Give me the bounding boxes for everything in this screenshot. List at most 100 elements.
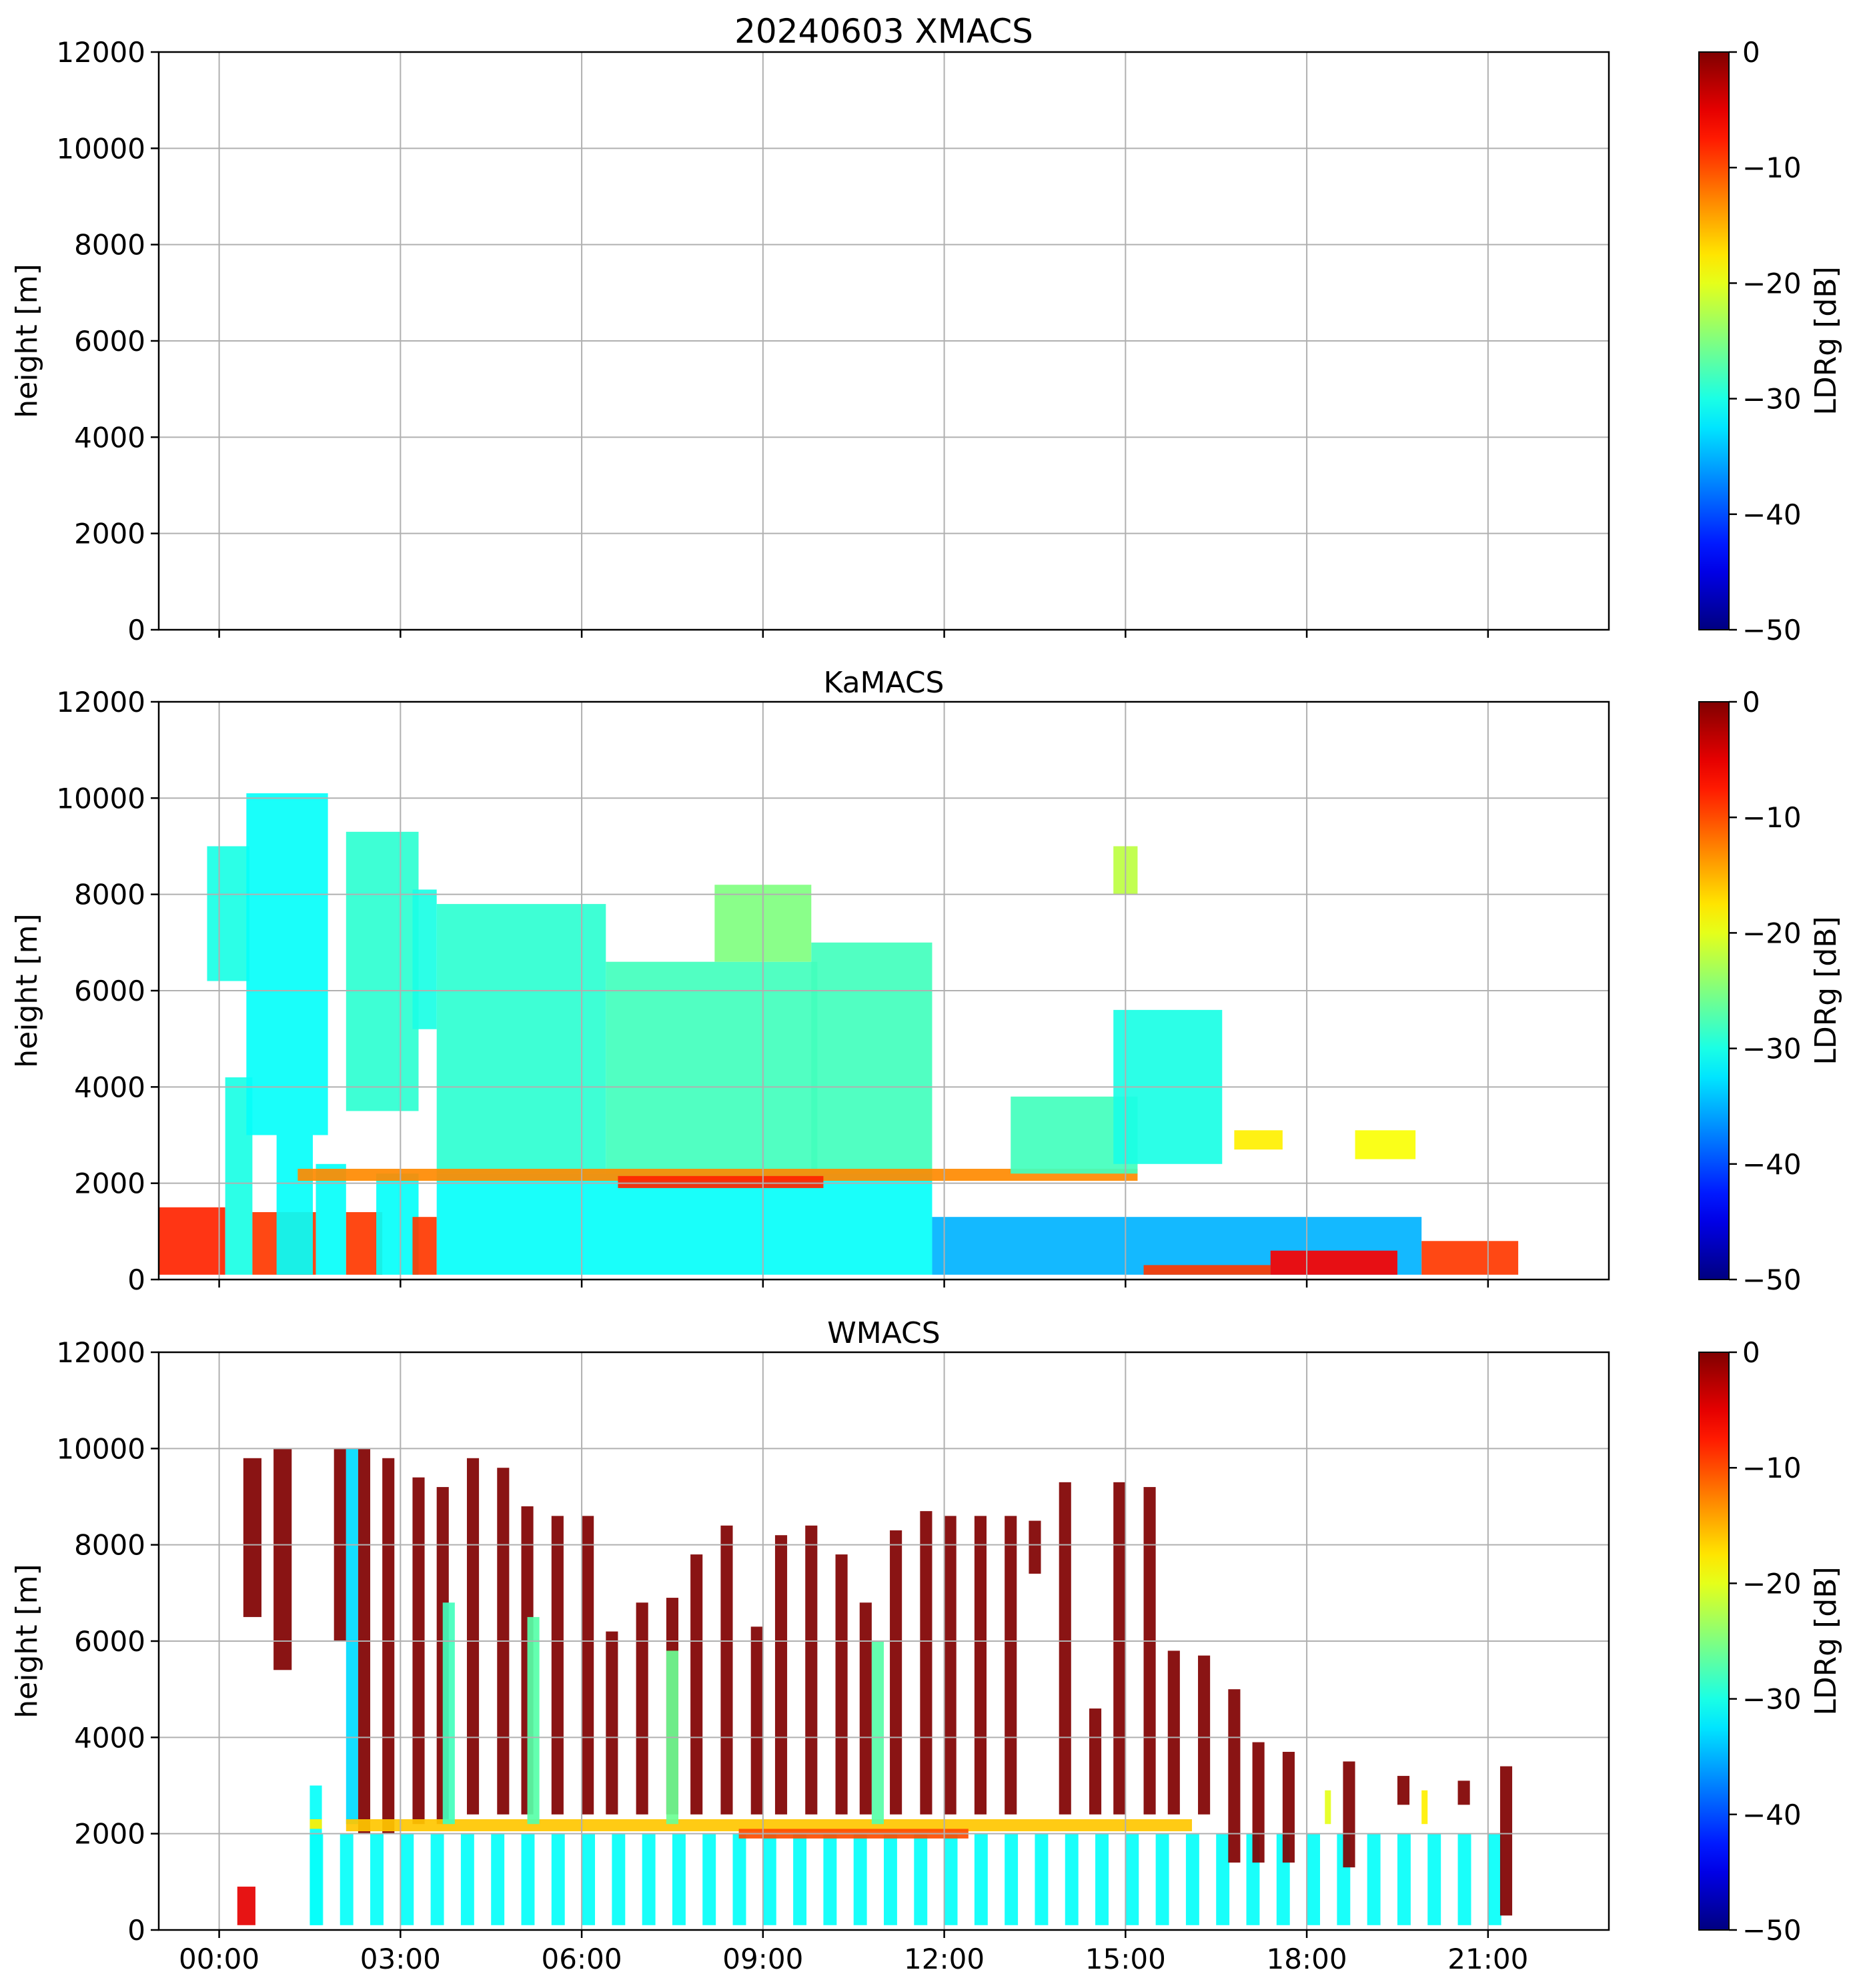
wmacs-xtick-label-3: 09:00 (722, 1943, 803, 1975)
wmacs-echo-21 (805, 1525, 818, 1815)
data-layer-kamacs (159, 793, 1519, 1275)
wmacs-echo-20 (774, 1535, 788, 1815)
wmacs-cbar-tick-label-4: −10 (1742, 1452, 1802, 1484)
kamacs-echo-6 (316, 1163, 346, 1275)
wmacs-echo-35 (1198, 1655, 1211, 1815)
wmacs-column-20 (914, 1833, 928, 1925)
wmacs-ylabel: height [m] (10, 1564, 44, 1718)
wmacs-echo-22 (835, 1554, 848, 1815)
xmacs-colorbar (1698, 51, 1730, 630)
wmacs-echo-33 (1143, 1487, 1156, 1815)
xmacs-ytick-label-4: 8000 (74, 229, 145, 262)
wmacs-echo-34 (1167, 1650, 1180, 1815)
wmacs-cbar-tick-label-5: 0 (1742, 1336, 1760, 1369)
kamacs-echo-14 (606, 961, 818, 1174)
wmacs-xtick-label-0: 00:00 (179, 1943, 259, 1975)
wmacs-echo-30 (1059, 1482, 1071, 1815)
wmacs-echo-43 (309, 1819, 322, 1829)
wmacs-cbar-tick-label-2: −30 (1742, 1683, 1802, 1716)
wmacs-column-25 (1065, 1833, 1079, 1925)
wmacs-echo-6 (382, 1458, 395, 1834)
wmacs-xtick-label-2: 06:00 (542, 1943, 622, 1975)
wmacs-echo-47 (442, 1602, 455, 1825)
wmacs-ytick-label-3: 6000 (74, 1625, 145, 1658)
wmacs-echo-48 (527, 1616, 540, 1825)
kamacs-echo-10 (412, 1217, 437, 1275)
wmacs-echo-32 (1113, 1482, 1126, 1815)
kamacs-echo-26 (1355, 1130, 1416, 1159)
kamacs-ytick-label-6: 12000 (56, 686, 145, 718)
wmacs-column-35 (1367, 1833, 1381, 1925)
kamacs-colorbar (1698, 701, 1730, 1280)
kamacs-ylabel: height [m] (10, 913, 44, 1067)
kamacs-ytick-label-3: 6000 (74, 975, 145, 1007)
wmacs-column-28 (1155, 1833, 1169, 1925)
kamacs-echo-25 (1234, 1130, 1283, 1150)
kamacs-echo-4 (246, 793, 328, 1135)
kamacs-echo-7 (346, 831, 419, 1111)
wmacs-xtick-label-1: 03:00 (360, 1943, 441, 1975)
wmacs-echo-0 (243, 1458, 261, 1617)
wmacs-column-18 (853, 1833, 867, 1925)
xmacs-ytick-label-6: 12000 (56, 36, 145, 69)
wmacs-echo-7 (412, 1477, 425, 1825)
wmacs-xtick-label-7: 21:00 (1447, 1943, 1528, 1975)
wmacs-column-27 (1125, 1833, 1139, 1925)
xmacs-title: 20240603 XMACS (734, 12, 1033, 51)
wmacs-echo-19 (750, 1626, 763, 1815)
xmacs-ylabel: height [m] (10, 264, 44, 418)
xmacs-cbar-tick-label-4: −10 (1742, 151, 1802, 184)
wmacs-xtick-label-5: 15:00 (1085, 1943, 1166, 1975)
wmacs-echo-36 (1228, 1689, 1241, 1863)
kamacs-echo-18 (618, 1175, 824, 1188)
wmacs-cbar-tick-label-0: −50 (1742, 1914, 1802, 1947)
wmacs-echo-37 (1252, 1742, 1265, 1863)
wmacs-echo-40 (1397, 1776, 1410, 1805)
wmacs-echo-4 (346, 1448, 358, 1825)
wmacs-echo-14 (606, 1631, 618, 1815)
wmacs-column-29 (1185, 1833, 1199, 1925)
wmacs-xtick-label-6: 18:00 (1267, 1943, 1347, 1975)
wmacs-column-38 (1457, 1833, 1471, 1925)
wmacs-column-37 (1427, 1833, 1441, 1925)
wmacs-echo-12 (551, 1516, 564, 1815)
kamacs-echo-9 (376, 1173, 419, 1275)
kamacs-ytick-label-0: 0 (127, 1264, 145, 1296)
wmacs-column-39 (1487, 1833, 1501, 1925)
wmacs-column-13 (702, 1833, 716, 1925)
wmacs-column-17 (823, 1833, 837, 1925)
xmacs-cbar-tick-label-5: 0 (1742, 36, 1760, 69)
wmacs-column-8 (551, 1833, 565, 1925)
wmacs-echo-23 (859, 1602, 872, 1815)
kamacs-cbar-tick-label-4: −10 (1742, 801, 1802, 834)
wmacs-column-19 (884, 1833, 897, 1925)
wmacs-column-12 (672, 1833, 686, 1925)
wmacs-column-1 (340, 1833, 354, 1925)
wmacs-echo-26 (944, 1516, 957, 1815)
kamacs-cbar-label: LDRg [dB] (1809, 916, 1843, 1065)
kamacs-echo-27 (1421, 1241, 1519, 1275)
wmacs-echo-50 (871, 1641, 884, 1825)
wmacs-echo-18 (720, 1525, 733, 1815)
wmacs-echo-52 (1421, 1790, 1428, 1825)
kamacs-ytick-label-2: 4000 (74, 1071, 145, 1103)
panel-wmacs: 0 2000 4000 6000 8000 10000 12000 00:00 03:00 06:… (10, 1316, 1843, 1975)
kamacs-title: KaMACS (824, 666, 945, 700)
wmacs-column-22 (974, 1833, 988, 1925)
wmacs-column-21 (944, 1833, 958, 1925)
wmacs-echo-28 (1005, 1516, 1017, 1815)
wmacs-echo-24 (890, 1530, 902, 1815)
wmacs-column-2 (370, 1833, 384, 1925)
xmacs-ytick-label-2: 4000 (74, 421, 145, 454)
wmacs-xtick-label-4: 12:00 (904, 1943, 985, 1975)
wmacs-column-24 (1035, 1833, 1049, 1925)
kamacs-ytick-label-1: 2000 (74, 1167, 145, 1200)
xmacs-ytick-label-5: 10000 (56, 132, 145, 165)
wmacs-ytick-label-2: 4000 (74, 1721, 145, 1754)
wmacs-ytick-label-4: 8000 (74, 1529, 145, 1562)
panel-kamacs: 0 2000 4000 6000 8000 10000 12000 height [m] KaM… (10, 666, 1843, 1296)
wmacs-echo-29 (1029, 1520, 1041, 1574)
wmacs-column-9 (582, 1833, 596, 1925)
xmacs-cbar-tick-label-1: −40 (1742, 498, 1802, 531)
